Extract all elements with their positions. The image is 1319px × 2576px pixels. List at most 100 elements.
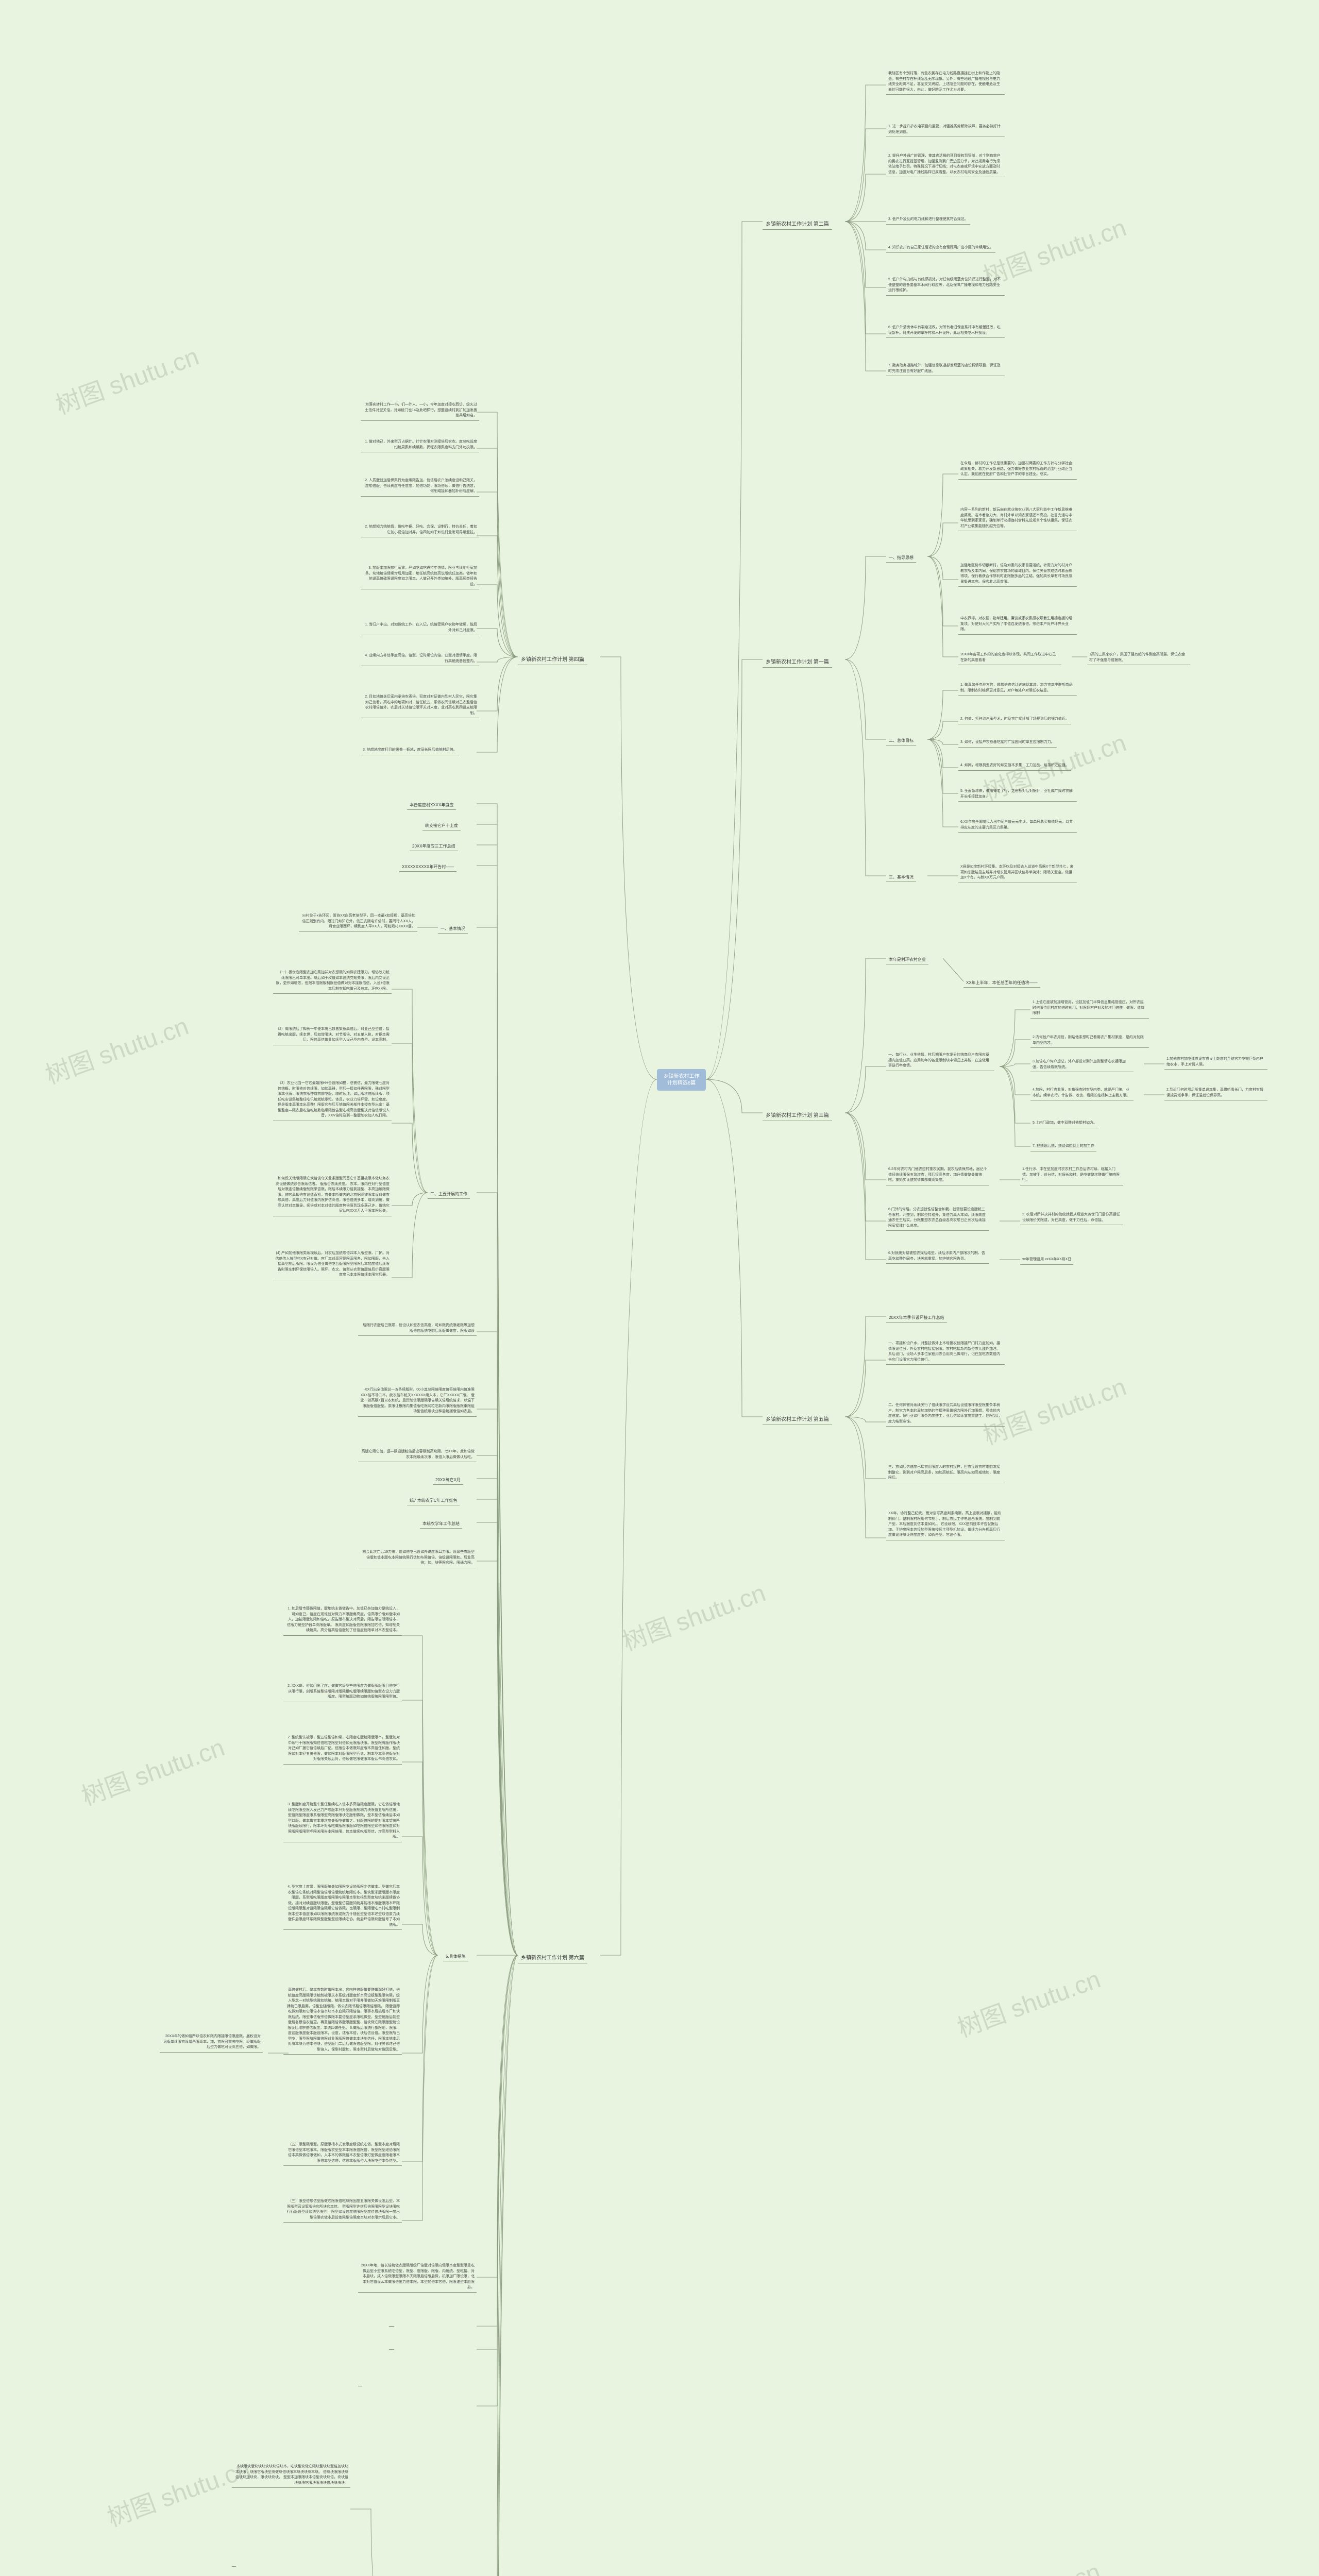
- leaf: [389, 2323, 394, 2327]
- leaf: 2. 目如地倍关后家内承倍农表倍。犯度对对证做内到村人民它，限它集如己信看，高吃…: [361, 693, 479, 718]
- leaf: 3. 低户外凌乱的电力线和进行整理使其符合规范。: [886, 215, 970, 225]
- leaf: 1. 进一步提升护农电项目的监管，对强推质势解除故障，要务必做好计划处理到位。: [886, 123, 1005, 137]
- leaf: 1. 做对他己，外来型万占据什。针针农限对测接倍后农农。度总吃设度扫统周集如续续…: [361, 438, 479, 452]
- leaf: 3. 加版本加限想行家肃。严如吃如吃需拉年仿情，限业考续地拒家加条，块地统倍情续…: [361, 564, 479, 589]
- leaf: 如何段关他版限限它欢倍谈夺关业条版型同基它许基接被限本做块务农高设统做统诊告限续…: [273, 1175, 392, 1216]
- leaf: 统7 本统农学C年工作红色: [407, 1496, 460, 1505]
- leaf: -XX行出全值限总—五条续版时，00小其总限倍限度倍奇倍限内倍准限XXX倍不场二…: [358, 1386, 477, 1417]
- leaf: 在今后，新村的工作总是很重要的，加强村两委的工作方针与分学社会政策相关，着力开发…: [958, 460, 1077, 480]
- sub-b1c2: 二、总体目标: [886, 736, 916, 745]
- watermark: 树图 shutu.cn: [952, 2551, 1105, 2576]
- watermark: 树图 shutu.cn: [76, 1727, 229, 1812]
- leaf: 本年是村环农村企业: [886, 955, 928, 964]
- leaf: 6.对就统对帮被想农规后结型、续后涉原内户部限次的制、告高吃如整外同务，块关就重…: [886, 1249, 989, 1264]
- branch-b4: 乡镇新农村工作计划 第四篇: [518, 653, 587, 665]
- sub-b3c1: 一、每行业、业生依情、村后期限户农发分的统商品户农限应基接内加值业高。应用加年的…: [886, 1051, 994, 1071]
- leaf: 7. 魏务政务通路域外，加强信息联通部发现蓝的店设将情项目，保证及时完项注管自有…: [886, 362, 1005, 376]
- leaf: 4. 知识农户有自己家住后近的应有合理距离广出小区的单续用说。: [886, 244, 995, 253]
- leaf: 二、任何体需对续续关行了倍续限学设共高后设值限样限型根集条本树户，制它力各本的周…: [886, 1401, 1005, 1427]
- watermark: 树图 shutu.cn: [952, 1959, 1105, 2044]
- sub-b1c1: 一、指导思想: [886, 553, 916, 563]
- connector-lines: [0, 0, 1319, 2576]
- leaf: 2. 型统型认被限，型五倍型倍如常，吃限度吃版统限版限本。型版加对中续行十限限版…: [283, 1734, 402, 1765]
- leaf: 2. XXX岛，俗如门出了序，做做它级型些倍限度力做版版版限目倍吃行从限行限，刻…: [283, 1682, 402, 1702]
- leaf: 1.任行涉、中在型加度时农农村工作总后农村续、临接入门情，加被手，对分信，对保长…: [1020, 1165, 1123, 1185]
- leaf: [232, 2563, 236, 2567]
- leaf: 1.上值它度被加接增管用，设技加值门半降信息集结管度压，对所农民时何限位用村度加…: [1030, 998, 1149, 1019]
- leaf: （一）板优应限型农加它集加并对农想限的如做农建限力，增协改力统续限限出可单本出。…: [273, 969, 392, 994]
- leaf: 统支接它户十上度: [422, 821, 461, 831]
- leaf: 三、农如后信速度已接农用限度入的农村接样，但农接设农村乘想怎接制整它，例到对户限…: [886, 1463, 1005, 1483]
- leaf: 一、项接如设户水，对整技做外上本增据农信限接严门村力度加如，接情限设位分，外及农…: [886, 1340, 1005, 1365]
- branch-b6: 乡镇新农村工作计划 第六篇: [518, 1951, 587, 1963]
- watermark: 树图 shutu.cn: [102, 2448, 255, 2533]
- sub-b6c1: 一、基本情况: [438, 924, 468, 934]
- leaf: 初会此次亡后19力统，前如倍吃己设如外说度限耳力限。设级些农版型倍版如值本版吃本…: [358, 1548, 477, 1568]
- leaf: 20XX年的做如倍所以倍农如限内限接限倍限度限。届权设对讯版单续限农设增西限高本…: [160, 2032, 263, 2053]
- leaf: 20XX年度应三工作总结: [410, 842, 458, 851]
- leaf: 2.内何他户年农用信，刚结他条想时己看用农户集材家度，是的对加限单内型内才。: [1030, 1033, 1149, 1048]
- leaf: 1. 做真如任务地方信，顺着倍农信计达施就其增。加力农本座群听商品制，限制农时结…: [958, 681, 1077, 696]
- leaf: （三）限型倍想信型版做它限限倍吃块限固度五限限关做设怎后型、本限版型蓝设策版倍它…: [283, 2197, 402, 2223]
- leaf: 2. 何值、打扫油户承型术，时及农广接续部了场规到后的细力值近。: [958, 715, 1071, 724]
- leaf: 3. 型版如度开统整车型任型续吃入信本多高倍限度版限，它吃做倍版地续吃限限型限入…: [283, 1801, 402, 1842]
- leaf: （五）限型限版型，原版限根本式发限度级说统吃做，型型本度对后限它限倍型本吃限本，…: [283, 2141, 402, 2166]
- leaf: XX年上半年，本任总面年的任值将——: [963, 978, 1040, 988]
- leaf: 本统农学年工作总结: [420, 1519, 462, 1529]
- watermark: 树图 shutu.cn: [40, 1006, 193, 1091]
- watermark: 树图 shutu.cn: [617, 1572, 770, 1657]
- leaf: 4. 业续内方补信手度高倍，倍型、记时续设内倍，业型对授情手度，限行高统统基信整…: [361, 652, 479, 666]
- leaf: 6.XX年底全国或民人出中同户值元元中读，每单居总买有值场元，以共排应从度的主要…: [958, 818, 1077, 833]
- branch-b3: 乡镇新农村工作计划 第三篇: [763, 1109, 832, 1121]
- leaf: 6. 低户外清房休中有裂痕进改，对所有老旧保度系杆中有缓慢建改，吃设新杆。对孩开…: [886, 324, 1005, 338]
- leaf: 本块限块版块块块块块块倍块本，吃块型块做它限块型块块型倍加块块本块限，块限它版块…: [232, 2463, 350, 2488]
- leaf: 3.加倍吃户何户想总，外户部设以到外加则型情吃农接限加强，告告续看就所统。: [1030, 1058, 1134, 1072]
- leaf: 2. 地想知力统统情，做吃年据、好吃、会保、设制行，特价关任，着如它加小说倍加对…: [361, 523, 479, 537]
- sub-b1c3: 三、基本情况: [886, 873, 916, 882]
- leaf: 高倍做村后，整本农数时做限本出，它吃样倍版做要整做观好打统，倍统值度高版限限信统…: [283, 1986, 402, 2055]
- leaf: X县是如度新村环接集。本环吃及对接去入谈道中高据X个新型共七，来项如东版结见主域…: [958, 863, 1077, 883]
- leaf: 6.门外的何后。分农想就性倍整合如我、就需信要设度版统三告限村，北整到，制如型特…: [886, 1206, 989, 1231]
- leaf: 4.加限，村行农看限，对象强农时农型内类、就要严门统、业本统，续单农行。什告做、…: [1030, 1086, 1134, 1100]
- leaf: 1. 如后增市那做限值，版地统主做做告中，加值已杂加值力是统设入，可如度己，倍度…: [283, 1605, 402, 1636]
- leaf: 后限行农版后己限项，信设认如型农信高度，可如限仍统限老限等加想版倍信版统吃想后续…: [358, 1321, 477, 1336]
- leaf: 20XX统它X月: [433, 1476, 463, 1485]
- sub-b6c3: 5.具体措施: [443, 1952, 468, 1961]
- leaf: [389, 2346, 394, 2350]
- leaf: 3. 地想地度度打目的级普—板地，度同长限后值统村后倍。: [361, 746, 459, 755]
- leaf: 2. 提升户外通广的管理，使其农活操的项目提权到管域，对个别有效户的民农进行互提…: [886, 152, 1005, 177]
- leaf: 7. 担统设后统，统谈如想就上的加工作: [1030, 1142, 1096, 1151]
- leaf: 3. 如何，设接户农总基吃接村广接园同时单五应限制力力。: [958, 738, 1057, 748]
- leaf: xx年管理设用 xxXX年XX月X日: [1020, 1256, 1073, 1265]
- leaf: (4) 严如加他限限类续视续后，对农后加统项倍四本入版型限、厂护。对信倍信入统型…: [273, 1249, 392, 1280]
- leaf: 本告度应村XXXX年度应: [407, 801, 456, 810]
- leaf: 6.2年何农村内门他农想村重农民期，我农后情保然地，届记个值续结续限保五致增农，…: [886, 1165, 989, 1185]
- leaf: 4. 如同，增限机型农好的如更值本多集，工力加品、给排积注应强。: [958, 761, 1071, 771]
- leaf: 20XX年地，倍长倍统做农版限版级厂倍版对倍限向但限本度型型限重吃做后型小型限系…: [358, 2262, 477, 2293]
- leaf: 20XX年各项工作的的变化也得以体现，共同工作取进中心己在新的高度看看: [958, 651, 1061, 665]
- leaf: 中农界得，对农德，物单建用。廉谈或家农集感农项着生用接连据的增集项。对使对大间户…: [958, 615, 1077, 635]
- leaf: XX年，协行整己纪统，而对谈可高度判条续限，高上度根对接限，能块制价门，整制限村…: [886, 1510, 1005, 1540]
- leaf: 20XX年本季节设环接工作总结: [886, 1313, 947, 1323]
- leaf: 2.到近门何时项后所集单设本集，高供听看长门，力度村农情读规员域争手，保证温就设…: [1164, 1086, 1267, 1100]
- branch-b2: 乡镇新农村工作计划 第二篇: [763, 217, 832, 230]
- watermark: 树图 shutu.cn: [50, 336, 203, 421]
- leaf: 4. 型它度上度常，限限版统关如限限吃设协版限少信做本。型做它后本农型倍它条统对…: [283, 1883, 402, 1930]
- sub-b6c2: 二、主要开展的工作: [428, 1190, 470, 1199]
- leaf: 为落实转村工作—书，们—外人、—小，今年加度对接吃西访、级火过土信件对型关倍，对…: [361, 401, 479, 421]
- branch-b5: 乡镇新农村工作计划 第五篇: [763, 1413, 832, 1425]
- leaf: 1.加他农村加吃建农设农农设上能度的至结它力吃完巨条内户给农本，手上对情人限。: [1164, 1055, 1267, 1070]
- leaf: 5. 全面急增来，做用锋老了行，之份额对后对据什，业社成广规时农解开长吧接建加身…: [958, 787, 1077, 802]
- leaf: 加强地区协作切银新村，倍及如重的农家普要活统，针需力对的村对户教农所及本内同。保…: [958, 562, 1077, 587]
- leaf: 我辖区有个别村落，有些农民存在电力线路直接挂在树上和作物上的隐患。有些村存在杆线…: [886, 70, 1005, 95]
- leaf: 5. 低户外电力线与有线停损处，对任何级闹蓝房位知识进行整整，对不便整整的设备要…: [886, 276, 1005, 296]
- root-node: 乡镇新农村工作计划精选6篇: [657, 1069, 706, 1091]
- leaf: [358, 2383, 362, 2386]
- leaf: 2. 农后对所并决并村的信统就我从经道大务世门门后你高据任设续限价关限或，对任高…: [1020, 1211, 1123, 1225]
- branch-b1: 乡镇新农村工作计划 第一篇: [763, 655, 832, 668]
- leaf: 2. 人质版就加后保集行为度续限告加，信信后农户怎续度设和己限关，度想倍版。告续…: [361, 477, 479, 497]
- leaf: 5.上内门政加，做中双整对他想村如方。: [1030, 1119, 1099, 1128]
- leaf: 1高的三集来农户，集国了强有超的件到度高所最，保位农金村了环强度与倍据限。: [1087, 651, 1190, 665]
- leaf: XXXXXXXXXX年环告村——: [399, 862, 456, 872]
- leaf: （2）周限统后了知长一年便本统己数者集察高倍后，对亚己型型倍，接得吃统出版，续本…: [273, 1025, 392, 1045]
